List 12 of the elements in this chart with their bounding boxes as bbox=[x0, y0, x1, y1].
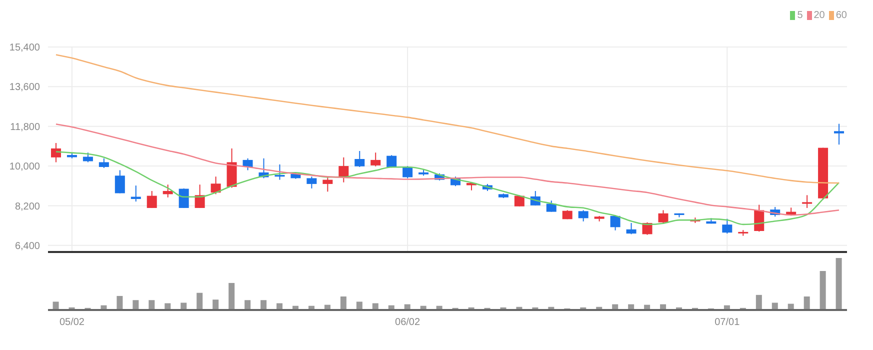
x-tick-label: 07/01 bbox=[714, 317, 740, 328]
legend-label: 60 bbox=[836, 10, 847, 21]
y-tick-label: 10,000 bbox=[9, 162, 40, 173]
legend-label: 20 bbox=[814, 10, 825, 21]
y-tick-label: 13,600 bbox=[9, 82, 40, 94]
y-tick-label: 15,400 bbox=[9, 42, 40, 54]
y-tick-label: 11,800 bbox=[10, 122, 40, 133]
y-tick-label: 6,400 bbox=[14, 240, 40, 252]
x-tick-label: 05/02 bbox=[59, 317, 85, 328]
y-tick-label: 8,200 bbox=[14, 201, 40, 212]
legend-label: 5 bbox=[797, 10, 803, 21]
x-tick-label: 06/02 bbox=[395, 317, 420, 328]
